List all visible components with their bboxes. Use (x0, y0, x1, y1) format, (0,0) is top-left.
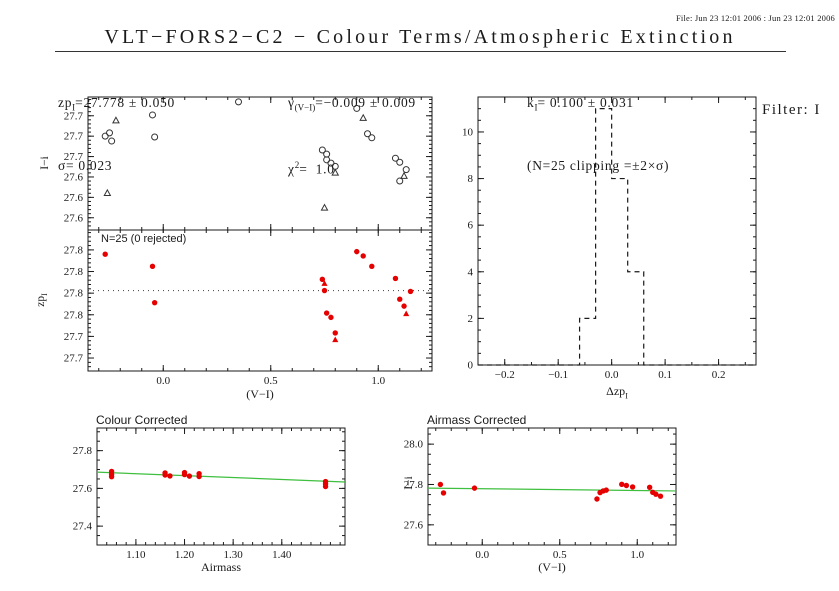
svg-text:27.7: 27.7 (64, 331, 84, 343)
k-line: kI= 0.100 ± 0.031 (527, 93, 669, 118)
xlabel-airmass: Airmass (201, 560, 241, 574)
n-rejected-annotation: N=25 (0 rejected) (99, 233, 189, 245)
gamma-subscript: (V−I) (294, 102, 316, 113)
svg-text:27.8: 27.8 (64, 288, 84, 300)
delta-zp-subscript: I (625, 391, 628, 401)
svg-text:6: 6 (468, 220, 474, 232)
svg-text:27.8: 27.8 (64, 244, 84, 256)
svg-text:1.40: 1.40 (272, 549, 292, 561)
svg-text:1.0: 1.0 (630, 549, 644, 561)
gamma-value: =−0.009 ± 0.009 (315, 95, 416, 110)
zeropoint-stat: zpI=27.778 ± 0.050 σ= 0.023 (58, 55, 175, 213)
svg-text:27.8: 27.8 (64, 266, 84, 278)
filter-label: Filter: I (762, 102, 821, 118)
colour-term-stat: γ(V−I)=−0.009 ± 0.009 χ2= 1.0 (288, 55, 416, 216)
svg-text:10: 10 (462, 126, 474, 138)
zp-axis-subscript: I (40, 293, 50, 296)
clipping-line: (N=25 clipping =±2×σ) (527, 157, 670, 173)
chi-superscript: 2 (294, 159, 300, 170)
svg-text:27.7: 27.7 (64, 151, 84, 163)
zp-value: =27.778 ± 0.050 (75, 95, 175, 110)
title-underline (55, 51, 786, 52)
svg-text:1.0: 1.0 (371, 375, 385, 387)
svg-text:27.8: 27.8 (73, 445, 93, 457)
ylabel-corrected-mag: I−i (403, 476, 415, 490)
colour-corrected-title: Colour Corrected (96, 413, 188, 427)
svg-text:−0.2: −0.2 (495, 369, 515, 381)
svg-text:27.8: 27.8 (404, 479, 424, 491)
svg-text:8: 8 (468, 173, 474, 185)
svg-text:27.6: 27.6 (73, 483, 93, 495)
svg-text:27.8: 27.8 (64, 309, 84, 321)
svg-text:27.7: 27.7 (64, 110, 84, 122)
svg-text:1.10: 1.10 (126, 549, 146, 561)
svg-text:0.1: 0.1 (658, 369, 672, 381)
k-value: = 0.100 ± 0.031 (537, 95, 634, 110)
svg-text:27.6: 27.6 (404, 519, 424, 531)
svg-text:27.6: 27.6 (64, 171, 84, 183)
zp-subscript: I (72, 102, 76, 113)
zp-symbol: zp (58, 95, 73, 110)
svg-text:27.7: 27.7 (64, 353, 84, 365)
delta-zp-symbol: Δzp (606, 384, 626, 398)
svg-text:0.0: 0.0 (156, 375, 170, 387)
svg-text:0.2: 0.2 (712, 369, 726, 381)
page-title: VLT−FORS2−C2 − Colour Terms/Atmospheric … (104, 26, 736, 48)
gamma-line: γ(V−I)=−0.009 ± 0.009 (288, 93, 416, 118)
airmass-corrected-title: Airmass Corrected (427, 413, 527, 427)
svg-text:1.30: 1.30 (224, 549, 244, 561)
sigma-line: σ= 0.023 (58, 157, 113, 173)
svg-text:27.7: 27.7 (64, 131, 84, 143)
chi-symbol: χ (288, 161, 295, 177)
svg-text:27.6: 27.6 (64, 212, 84, 224)
svg-text:1.20: 1.20 (175, 549, 195, 561)
svg-text:4: 4 (468, 266, 474, 278)
svg-text:0.5: 0.5 (264, 375, 278, 387)
zp-axis-symbol: zp (34, 295, 47, 307)
zp-line: zpI=27.778 ± 0.050 (58, 93, 175, 118)
svg-text:0: 0 (468, 360, 474, 372)
gamma-symbol: γ (288, 95, 295, 110)
extinction-stat: kI= 0.100 ± 0.031 (N=25 clipping =±2×σ) (527, 55, 669, 213)
svg-text:2: 2 (468, 313, 474, 325)
ylabel-instrumental-mag: I−i (39, 156, 51, 170)
xlabel-colour-index-2: (V−I) (538, 560, 566, 574)
ylabel-zeropoint: zpI (35, 293, 49, 307)
xlabel-colour-index: (V−I) (246, 387, 274, 401)
xlabel-delta-zp: ΔzpI (478, 384, 756, 400)
chi2-line: χ2= 1.0 (288, 156, 416, 179)
svg-text:0.0: 0.0 (475, 549, 489, 561)
svg-text:0.0: 0.0 (605, 369, 619, 381)
k-subscript: I (534, 102, 538, 113)
k-symbol: k (527, 95, 535, 110)
svg-text:0.5: 0.5 (553, 549, 567, 561)
svg-text:27.4: 27.4 (73, 521, 93, 533)
svg-text:−0.1: −0.1 (548, 369, 568, 381)
file-timestamp: File: Jun 23 12:01 2006 : Jun 23 12:01 2… (675, 13, 835, 23)
svg-text:28.0: 28.0 (404, 439, 424, 451)
chi-value: = 1.0 (299, 161, 335, 177)
svg-text:27.6: 27.6 (64, 192, 84, 204)
